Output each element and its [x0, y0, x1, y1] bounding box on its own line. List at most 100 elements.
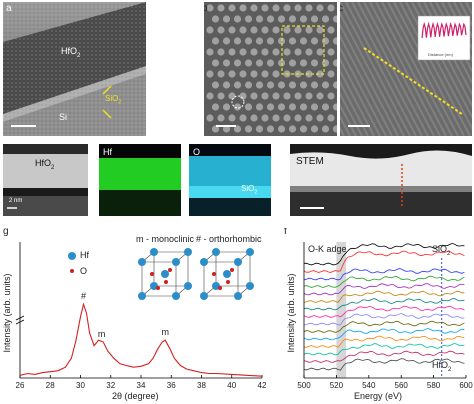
lattice-dot	[244, 125, 253, 133]
lattice-dot	[305, 114, 313, 122]
lattice-dot	[283, 26, 291, 34]
panel-d-label: d	[3, 144, 9, 149]
f-hfo2-sub: 2	[448, 366, 452, 373]
lattice-dot	[206, 92, 214, 100]
legend-monoclinic: m - monoclinic	[136, 234, 195, 244]
lattice-dot	[217, 4, 225, 12]
f-hfo2-text: HfO	[432, 360, 449, 370]
eels-tick-label: 560	[395, 381, 409, 390]
d-hfo2-text: HfO	[35, 158, 52, 168]
panel-g-xrd-chart: 26 28 30 32 34 36 38 40 42 # m m g Intensity (arb.…	[0, 228, 274, 404]
xrd-tick-label: 28	[46, 381, 55, 390]
lattice-dot	[211, 103, 220, 111]
lattice-dot	[239, 92, 247, 100]
lattice-dot	[233, 81, 242, 89]
lattice-dot	[266, 15, 275, 23]
lattice-dot	[233, 125, 242, 133]
o-map-label: O	[193, 147, 201, 157]
lattice-dot	[217, 114, 225, 122]
lattice-dot	[222, 15, 231, 23]
lattice-dot	[266, 59, 275, 67]
stem-label: STEM	[296, 156, 324, 167]
lattice-dot	[250, 114, 258, 122]
lattice-dot	[222, 125, 231, 133]
hfo2-label: HfO2	[61, 46, 80, 59]
xrd-tick-label: 34	[137, 381, 146, 390]
f-sio2-sub: 2	[447, 250, 451, 257]
sio2-sub: 2	[118, 99, 122, 106]
lattice-dot	[277, 103, 286, 111]
orthorhombic-structure-icon	[200, 248, 254, 300]
eels-spectrum	[303, 335, 465, 348]
xrd-ylabel: Intensity (arb. units)	[2, 273, 12, 353]
panel-c-hrtem-image: c Distance (nm)	[340, 2, 472, 136]
lattice-fringe	[357, 2, 429, 136]
lattice-dot	[233, 15, 242, 23]
lattice-dot	[261, 26, 269, 34]
lattice-dot	[228, 26, 236, 34]
panel-b-label: b	[204, 3, 208, 14]
lattice-fringe	[351, 2, 423, 136]
eels-spectrum	[303, 350, 465, 363]
lattice-dot	[327, 70, 335, 78]
f-sio2-text: SiO	[432, 244, 448, 254]
lattice-dot	[239, 4, 247, 12]
xrd-tick-label: 30	[76, 381, 85, 390]
lattice-dot	[244, 103, 253, 111]
f-sio2-label: SiO2	[432, 244, 450, 257]
xrd-tick-label: 42	[258, 381, 267, 390]
eels-ylabel: Intensity (arb. units)	[286, 273, 296, 353]
xrd-tick-label: 32	[106, 381, 115, 390]
lattice-dot	[310, 81, 319, 89]
monoclinic-structure-icon	[138, 248, 192, 300]
eels-spectrum	[303, 290, 465, 303]
lattice-fringe	[340, 68, 375, 136]
lattice-dot	[299, 59, 308, 67]
lattice-dot	[250, 48, 258, 56]
lattice-dot	[250, 92, 258, 100]
lattice-dot	[211, 15, 220, 23]
lattice-dot	[316, 92, 324, 100]
ok-edge-label: O-K adge	[308, 244, 347, 254]
lattice-dot	[255, 103, 264, 111]
eels-spectrum	[303, 358, 465, 371]
lattice-dot	[305, 4, 313, 12]
lattice-dot	[272, 26, 280, 34]
lattice-fringe	[399, 2, 471, 136]
lattice-dot	[288, 15, 297, 23]
lattice-dot	[250, 4, 258, 12]
lattice-dot	[217, 26, 225, 34]
lattice-dot	[206, 4, 214, 12]
lattice-dot	[261, 114, 269, 122]
panel-b-atomic-image: b	[204, 2, 337, 136]
d-sio2-label: SiO2	[241, 184, 257, 196]
eels-spectrum	[303, 243, 465, 266]
lattice-dot	[332, 81, 337, 89]
eels-spectrum	[303, 328, 465, 341]
panel-a-label: a	[6, 3, 12, 14]
d-hfo2-sub: 2	[51, 164, 55, 171]
lattice-dot	[228, 114, 236, 122]
lattice-dot	[316, 4, 324, 12]
eels-tick-label: 500	[297, 381, 311, 390]
lattice-dot	[211, 125, 220, 133]
lattice-dot	[272, 48, 280, 56]
eels-spectrum	[303, 283, 465, 296]
lattice-dot	[206, 70, 214, 78]
lattice-dot	[327, 48, 335, 56]
lattice-dot	[327, 114, 335, 122]
lattice-dot	[222, 37, 231, 45]
lattice-dot	[255, 15, 264, 23]
lattice-dot	[310, 125, 319, 133]
lattice-dot	[272, 4, 280, 12]
lattice-dot	[217, 92, 225, 100]
lattice-dot	[332, 15, 337, 23]
sio2-label: SiO2	[105, 94, 121, 106]
legend-o: O	[80, 266, 88, 276]
lattice-dot	[217, 48, 225, 56]
panel-d-eds-maps: d HfO2 2 nm Hf O SiO2	[3, 144, 271, 216]
lattice-dot	[310, 59, 319, 67]
lattice-dot	[222, 59, 231, 67]
lattice-dot	[228, 4, 236, 12]
lattice-dot	[294, 26, 302, 34]
